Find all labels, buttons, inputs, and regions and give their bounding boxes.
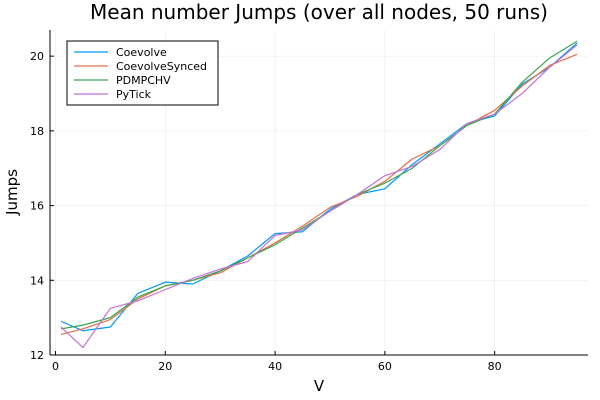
x-tick-label: 60 xyxy=(378,360,392,373)
x-tick-label: 40 xyxy=(268,360,282,373)
axes xyxy=(49,30,588,356)
legend-label-pytick: PyTick xyxy=(116,88,152,101)
y-tick-label: 14 xyxy=(30,274,44,287)
legend-label-coevolve: Coevolve xyxy=(116,46,167,59)
y-axis-label: Jumps xyxy=(3,169,21,216)
series-group xyxy=(60,40,578,349)
legend-label-coevolvesynced: CoevolveSynced xyxy=(116,60,207,73)
x-tick-label: 80 xyxy=(488,360,502,373)
series-line-pytick xyxy=(60,44,578,349)
ticks: 0 20 40 60 80 12 14 16 18 20 xyxy=(30,50,502,373)
y-tick-label: 18 xyxy=(30,125,44,138)
legend-label-pdmpchv: PDMPCHV xyxy=(116,74,171,87)
series-line-coevolvesynced xyxy=(60,53,578,336)
y-tick-label: 16 xyxy=(30,200,44,213)
y-tick-label: 20 xyxy=(30,50,44,63)
x-tick-label: 0 xyxy=(52,360,59,373)
y-tick-label: 12 xyxy=(30,349,44,362)
x-axis-label: V xyxy=(314,377,325,395)
chart-title: Mean number Jumps (over all nodes, 50 ru… xyxy=(90,0,548,24)
x-tick-label: 20 xyxy=(158,360,172,373)
